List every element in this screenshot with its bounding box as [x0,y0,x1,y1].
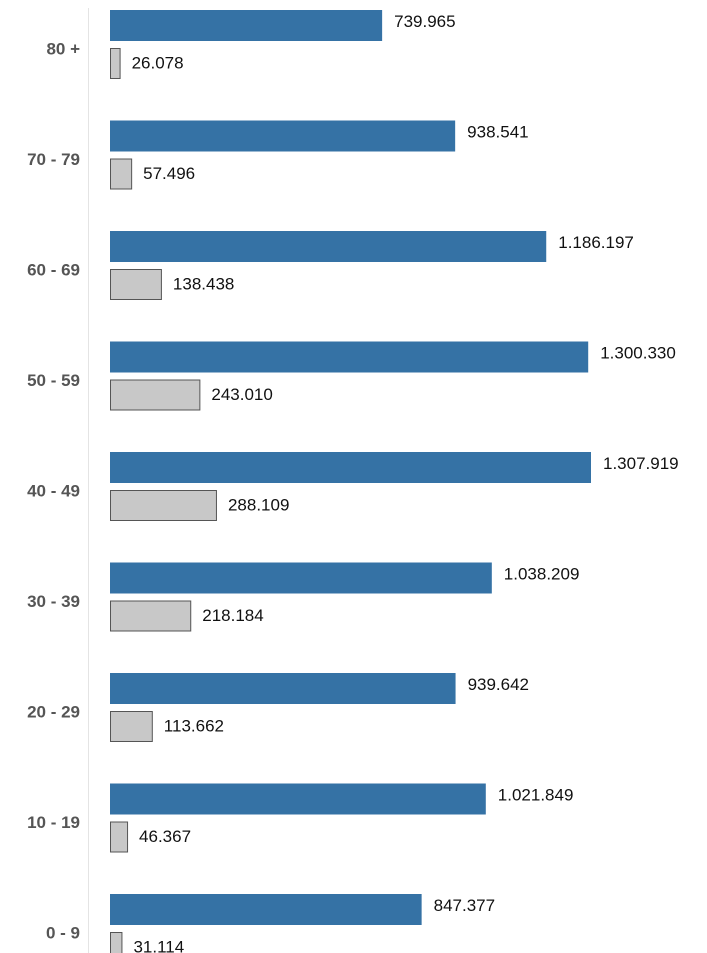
value-label-series-1: 739.965 [394,12,455,31]
bar-series-1 [110,341,589,373]
category-label: 20 - 29 [27,702,80,721]
value-label-series-2: 26.078 [132,53,184,72]
bar-series-1 [110,10,383,41]
bar-series-2 [110,821,129,853]
category-label: 40 - 49 [27,481,80,500]
bar-series-1 [110,120,456,152]
value-label-series-2: 288.109 [228,495,289,514]
value-label-series-2: 46.367 [139,827,191,846]
category-label: 80 + [46,39,80,58]
value-label-series-1: 1.186.197 [558,233,634,252]
value-label-series-1: 938.541 [467,122,528,141]
bar-series-2 [110,932,123,953]
bar-series-2 [110,269,162,300]
value-labels: 739.965 26.078 938.541 57.496 1.186.197 138.4… [132,12,679,953]
bar-series-2 [110,490,217,521]
value-label-series-2: 113.662 [164,716,224,735]
value-label-series-2: 31.114 [133,937,184,953]
category-label: 10 - 19 [27,813,80,832]
value-label-series-2: 57.496 [143,164,195,183]
value-label-series-1: 1.300.330 [600,343,676,362]
bar-series-2 [110,158,133,190]
bar-series-2 [110,600,192,632]
category-label: 60 - 69 [27,260,80,279]
value-label-series-1: 1.307.919 [603,454,679,473]
category-label: 50 - 59 [27,371,80,390]
bar-series-1 [110,894,422,925]
category-labels: 80 + 70 - 79 60 - 69 50 - 59 40 - 49 30 - 39 2… [27,39,80,942]
bar-series-1 [110,452,591,483]
value-label-series-2: 243.010 [211,385,272,404]
bars [110,10,591,953]
bar-series-1 [110,562,492,594]
value-label-series-1: 939.642 [468,675,529,694]
value-label-series-2: 218.184 [202,606,263,625]
bar-series-2 [110,711,153,742]
category-label: 0 - 9 [46,923,80,942]
value-label-series-1: 1.021.849 [498,785,574,804]
value-label-series-1: 1.038.209 [504,564,580,583]
value-label-series-1: 847.377 [434,896,495,915]
category-label: 70 - 79 [27,150,80,169]
value-label-series-2: 138.438 [173,274,234,293]
bar-series-1 [110,783,486,815]
bar-series-1 [110,231,547,262]
bar-series-2 [110,379,201,411]
bar-series-2 [110,48,121,79]
bar-series-1 [110,673,456,704]
category-label: 30 - 39 [27,592,80,611]
